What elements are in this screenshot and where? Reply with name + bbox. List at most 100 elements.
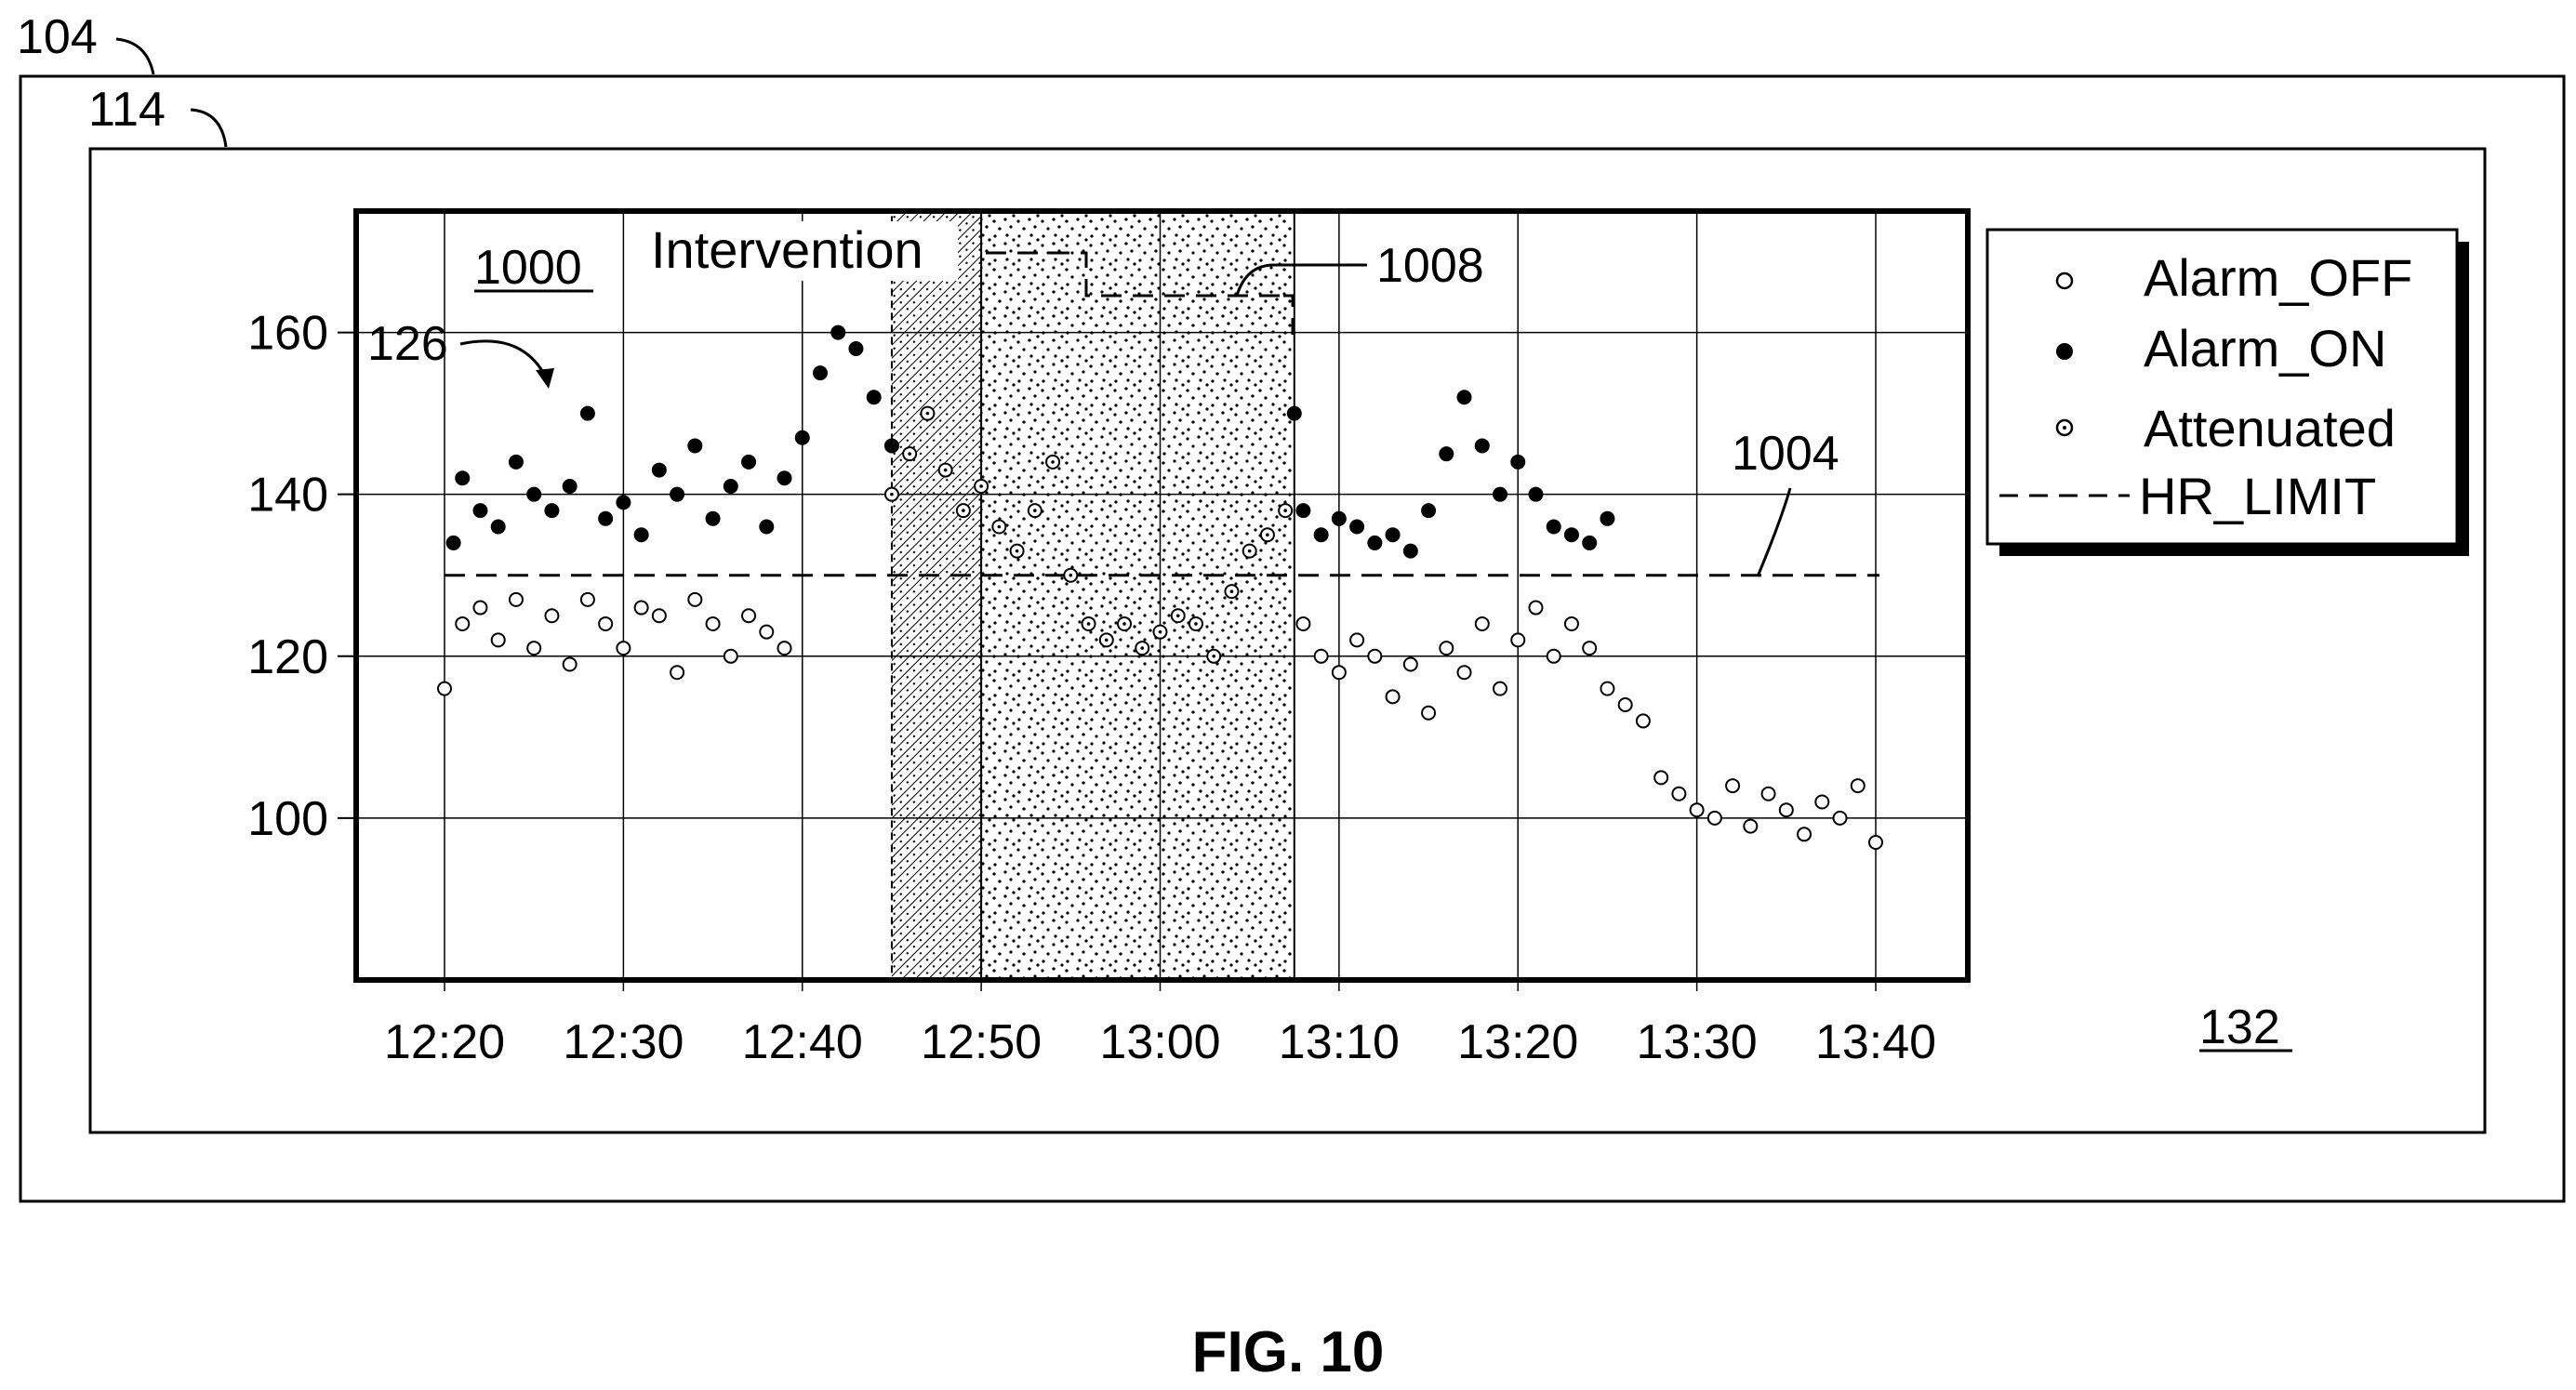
legend-item-attenuated: Attenuated	[2055, 399, 2396, 457]
attenuated-point-center	[1212, 654, 1216, 658]
alarm-off-point	[1814, 794, 1830, 810]
attenuated-point-center	[1015, 549, 1019, 553]
alarm-off-point	[1367, 648, 1383, 664]
alarm-on-point	[1493, 486, 1508, 502]
alarm-off-point	[1760, 786, 1776, 801]
legend-label-hr-limit: HR_LIMIT	[2139, 467, 2376, 525]
limit-ref-leader	[1756, 487, 1792, 577]
alarm-off-point	[1689, 802, 1705, 818]
alarm-on-point	[1563, 527, 1579, 543]
alarm-on-point	[1546, 519, 1561, 535]
intervention-hatched-region	[890, 210, 983, 981]
legend-item-alarm-off: Alarm_OFF	[2055, 248, 2412, 307]
alarm-on-point	[472, 503, 488, 519]
alarm-off-point	[1706, 810, 1722, 826]
alarm-off-point	[544, 608, 560, 624]
alarm-off-point	[1563, 616, 1579, 631]
data-ref-label: 126	[367, 317, 448, 371]
alarm-off-point	[687, 591, 703, 607]
alarm-on-point	[651, 462, 667, 478]
legend-item-hr-limit: HR_LIMIT	[1999, 467, 2376, 525]
alarm-on-point	[1313, 527, 1329, 543]
alarm-on-point	[1331, 510, 1347, 526]
alarm-off-point	[562, 656, 578, 672]
attenuated-point-center	[1033, 509, 1037, 512]
alarm-on-point	[1421, 503, 1437, 519]
alarm-on-point	[1528, 486, 1544, 502]
alarm-on-point	[1439, 446, 1454, 462]
alarm-on-point	[1600, 510, 1615, 526]
alarm-off-point	[1349, 632, 1365, 648]
attenuated-point-center	[890, 492, 894, 496]
alarm-off-point	[1331, 665, 1347, 681]
alarm-off-point	[1439, 641, 1454, 656]
alarm-on-point	[830, 324, 846, 340]
alarm-off-point	[508, 591, 524, 607]
alarm-off-point	[705, 616, 721, 631]
series-attenuated	[883, 405, 1294, 664]
attenuated-point-center	[1247, 549, 1252, 553]
alarm-off-point	[598, 616, 614, 631]
alarm-on-point	[1385, 527, 1401, 543]
alarm-off-point	[1671, 786, 1687, 801]
alarm-off-point	[1474, 616, 1490, 631]
alarm-off-point	[437, 681, 452, 696]
alarm-on-point	[794, 430, 810, 445]
data-ref-arrow	[459, 339, 551, 384]
panel-ref-label: 132	[2199, 1000, 2280, 1054]
alarm-on-point	[723, 478, 738, 494]
alarm-on-point	[1349, 519, 1365, 535]
alarm-on-point	[455, 470, 471, 486]
alarm-off-point	[1528, 600, 1544, 616]
alarm-off-point	[472, 600, 488, 616]
figure-caption: FIG. 10	[1192, 1320, 1385, 1384]
open-circle-icon	[2055, 271, 2074, 290]
x-tick-label: 12:30	[563, 1015, 684, 1069]
attenuated-point-center	[997, 524, 1002, 529]
alarm-off-point	[759, 624, 775, 640]
intervention-ref-leader	[1235, 263, 1367, 297]
alarm-off-point	[1725, 778, 1741, 794]
alarm-on-point	[687, 438, 703, 454]
alarm-off-point	[1295, 616, 1311, 631]
alarm-on-point	[598, 510, 614, 526]
alarm-off-point	[670, 665, 685, 681]
y-tick-label: 140	[247, 469, 328, 523]
alarm-off-point	[1582, 641, 1598, 656]
alarm-on-point	[1510, 454, 1526, 470]
x-tick-label: 12:40	[742, 1015, 863, 1069]
alarm-on-point	[812, 365, 828, 381]
alarm-on-point	[741, 454, 757, 470]
alarm-off-point	[1653, 770, 1669, 786]
alarm-on-point	[1582, 535, 1598, 550]
alarm-on-point	[866, 390, 882, 405]
device-frame	[19, 74, 2566, 1203]
alarm-on-point	[883, 438, 899, 454]
alarm-on-point	[544, 503, 560, 519]
attenuated-point-center	[1158, 629, 1162, 634]
alarm-off-point	[741, 608, 757, 624]
intervention-ref-label: 1008	[1376, 239, 1484, 293]
alarm-off-point	[1600, 681, 1615, 696]
alarm-on-point	[579, 405, 595, 421]
limit-ref-label: 1004	[1732, 427, 1839, 481]
plot-frame	[353, 208, 1971, 983]
x-tick-label: 13:30	[1637, 1015, 1758, 1069]
alarm-on-point	[1402, 543, 1418, 559]
legend-label-alarm-on: Alarm_ON	[2144, 319, 2386, 377]
attenuated-point-center	[1122, 622, 1126, 626]
intervention-stippled-region	[980, 210, 1295, 981]
alarm-off-point	[579, 591, 595, 607]
series-alarm-off	[437, 591, 1883, 851]
y-tick-label: 120	[247, 630, 328, 684]
alarm-off-point	[1421, 705, 1437, 721]
x-tick-label: 13:00	[1099, 1015, 1220, 1069]
alarm-off-point	[1385, 689, 1401, 705]
attenuated-point-center	[1051, 460, 1055, 464]
alarm-off-point	[455, 616, 471, 631]
alarm-off-point	[1510, 632, 1526, 648]
x-tick-label: 12:50	[921, 1015, 1042, 1069]
device-ref-label: 104	[17, 10, 98, 64]
attenuated-point-center	[943, 468, 948, 472]
attenuated-point-center	[908, 452, 911, 456]
